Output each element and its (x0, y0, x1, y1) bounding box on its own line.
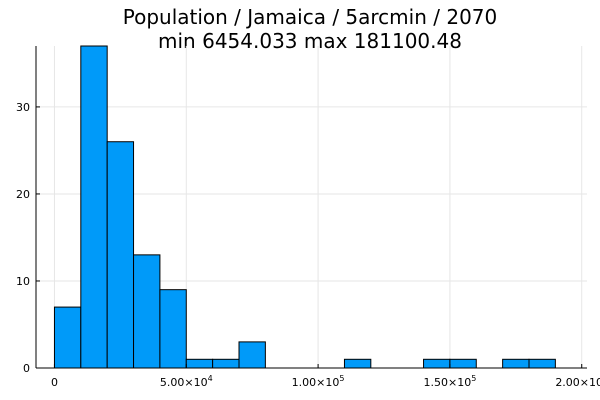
histogram-bar-5 (185, 358, 214, 369)
histogram-bar-9 (423, 358, 451, 369)
histogram-bar-3 (133, 254, 161, 369)
x-tick-label-2: 1.00×105 (292, 374, 345, 389)
histogram-bar-4 (159, 289, 187, 369)
x-tick-label-3: 1.50×105 (424, 374, 477, 389)
chart-subtitle: min 6454.033 max 181100.48 (158, 29, 462, 53)
x-tick-label-4: 2.00×105 (555, 374, 600, 389)
histogram-bar-1 (80, 45, 108, 369)
histogram-bar-2 (106, 141, 135, 369)
histogram-bar-0 (53, 306, 82, 369)
histogram-bar-11 (502, 358, 530, 369)
histogram-bar-7 (238, 341, 266, 369)
histogram-bar-12 (528, 358, 556, 369)
tick-labels: 0 5.00×104 1.00×105 1.50×105 2.00×105 0 10 20 30 (16, 101, 600, 389)
histogram-bar-8 (343, 358, 372, 369)
y-tick-label-0: 0 (23, 362, 30, 375)
y-tick-label-1: 10 (16, 275, 30, 288)
histogram-bar-10 (449, 358, 477, 369)
x-tick-label-1: 5.00×104 (160, 374, 213, 389)
histogram-bars (53, 45, 556, 369)
x-tick-label-0: 0 (51, 376, 58, 389)
y-tick-label-2: 20 (16, 188, 30, 201)
histogram-bar-6 (212, 358, 240, 369)
y-tick-label-3: 30 (16, 101, 30, 114)
axes (35, 46, 587, 369)
chart-title: Population / Jamaica / 5arcmin / 2070 (123, 5, 498, 29)
